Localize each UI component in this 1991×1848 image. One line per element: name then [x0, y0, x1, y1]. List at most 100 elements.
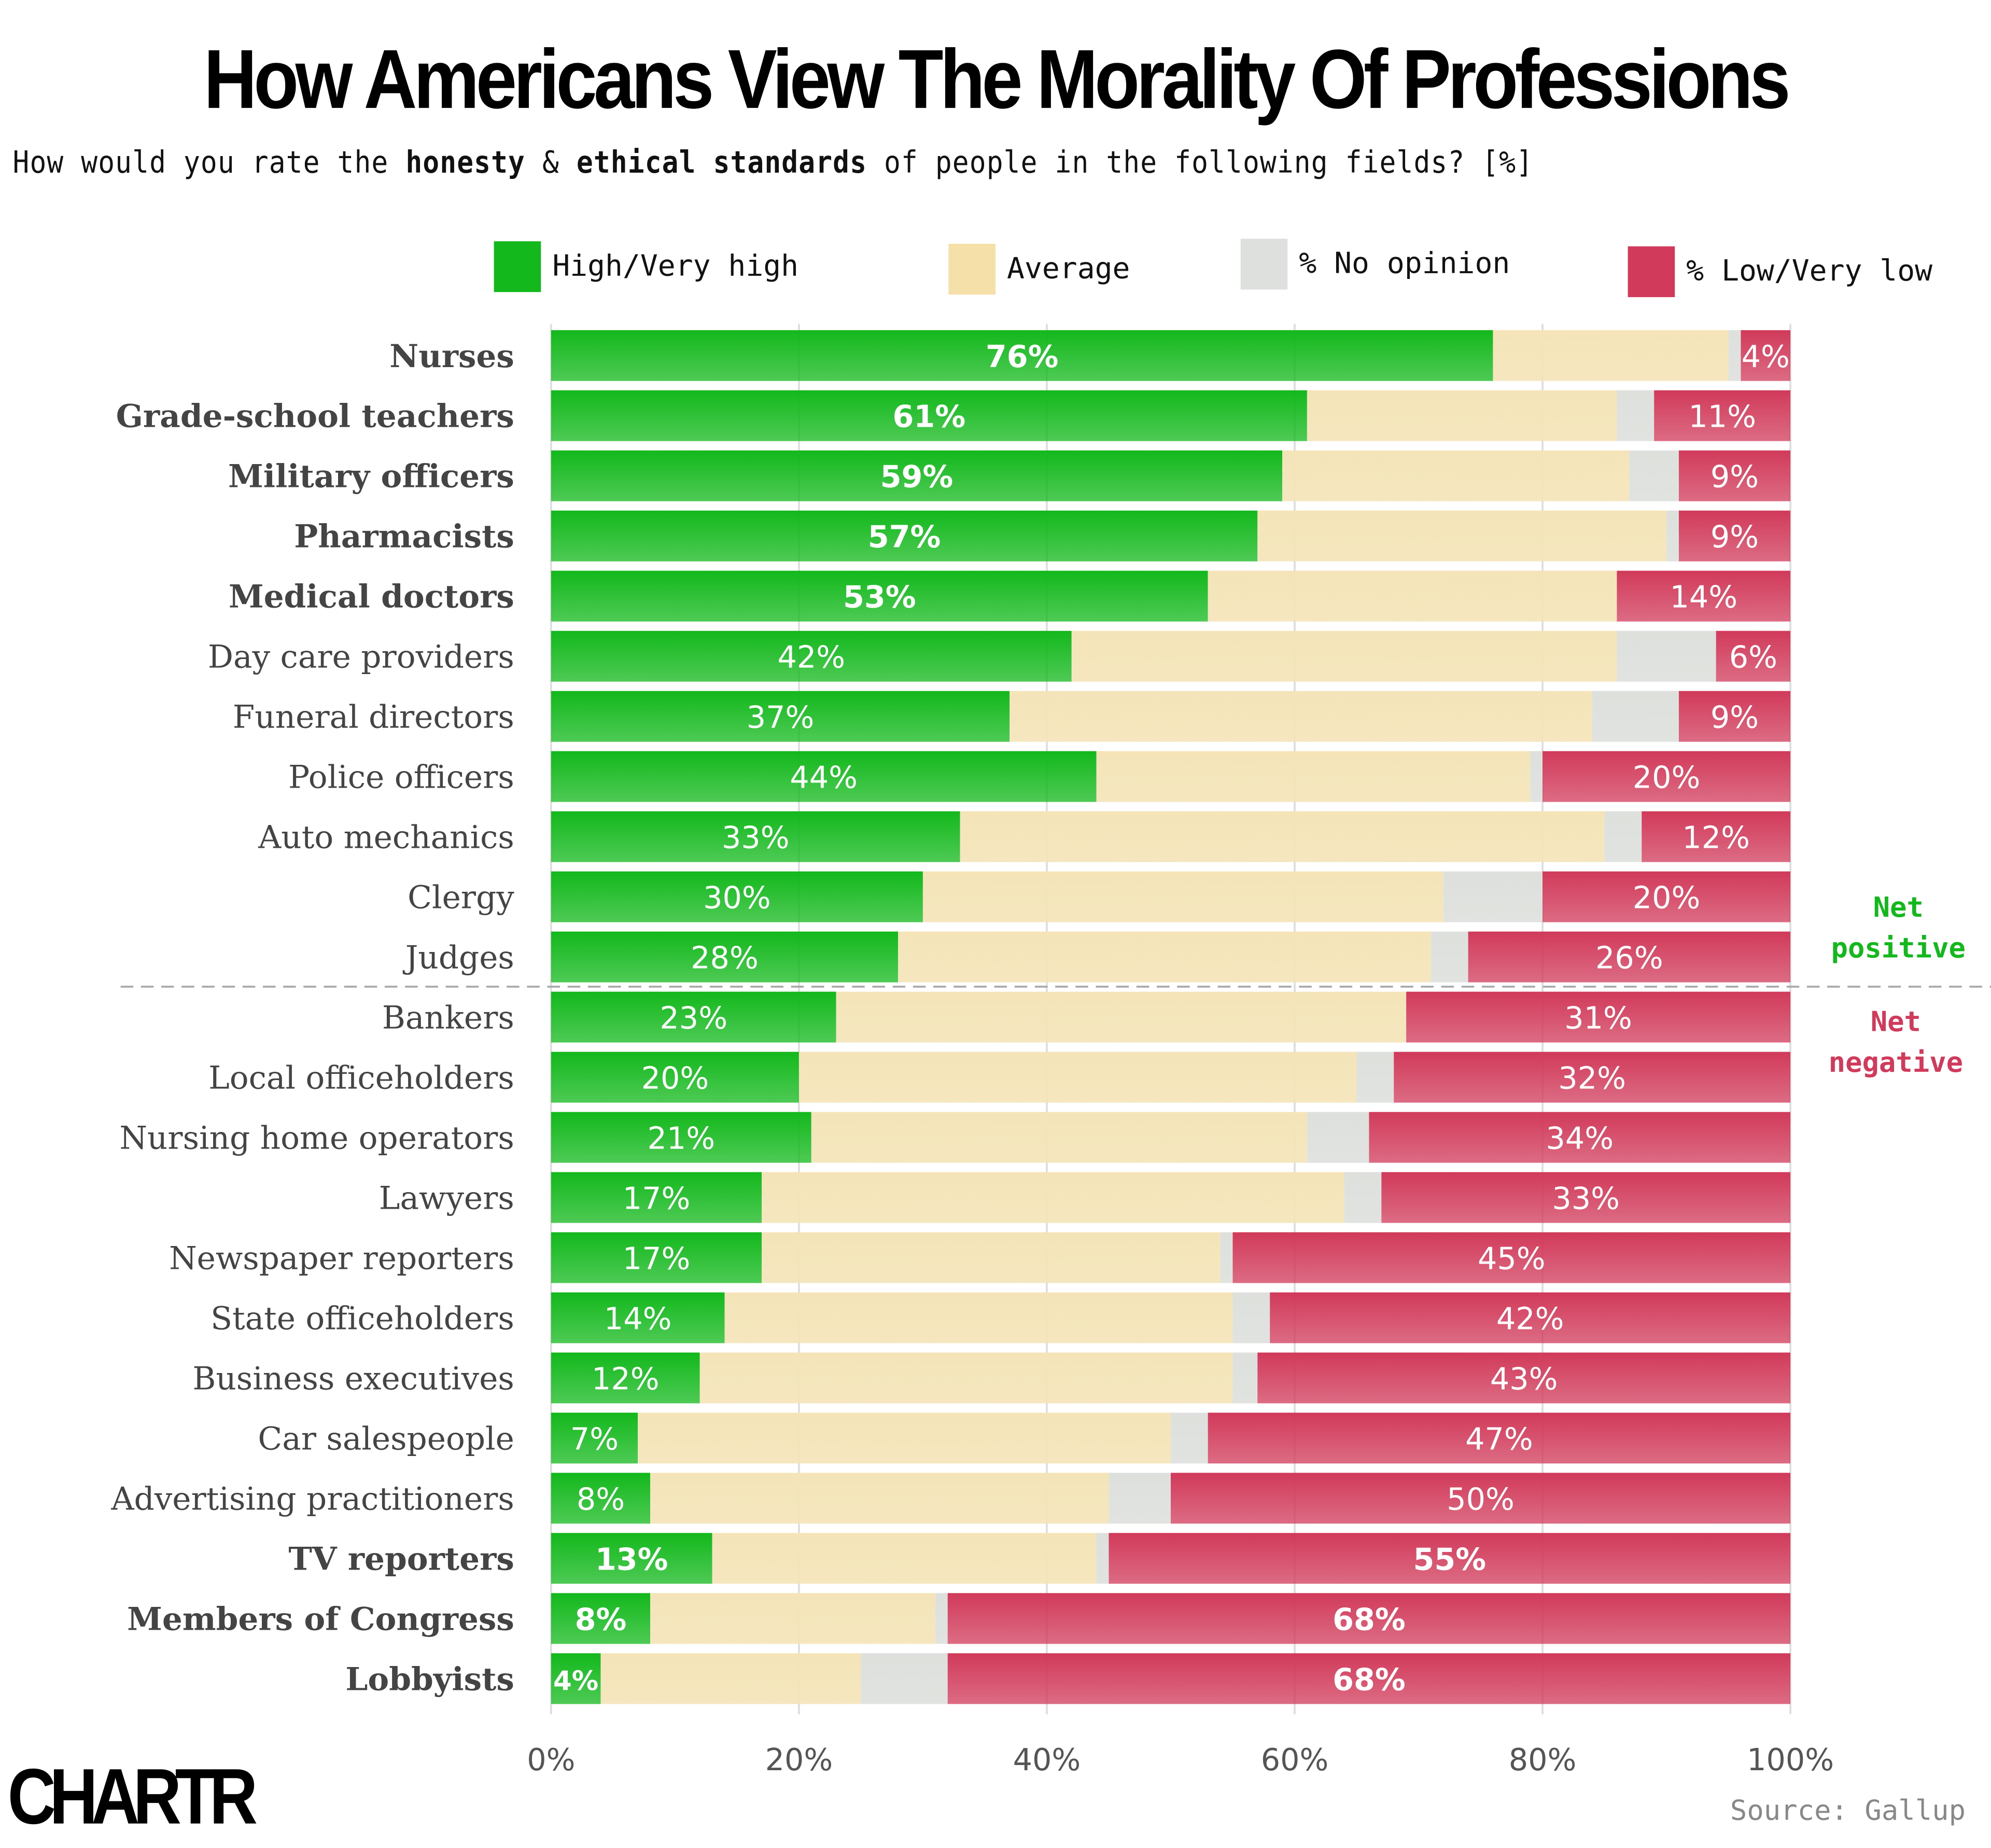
data-label-high: 13%: [595, 1541, 668, 1577]
bar-segment-low: [1678, 450, 1791, 501]
bar-segment-high: [551, 931, 899, 983]
bar-segment-no-opinion: [1592, 691, 1679, 742]
legend-no-opinion: % No opinion: [1240, 239, 1510, 290]
bar-segment-high: [551, 570, 1208, 622]
chartr-logo: CHARTR: [7, 1754, 258, 1842]
category-label: Medical doctors: [229, 579, 514, 615]
bar-segment-low: [1109, 1533, 1791, 1584]
data-label-high: 61%: [893, 399, 966, 435]
bar-segment-low: [947, 1653, 1791, 1704]
bar-segment-no-opinion: [1443, 871, 1543, 922]
data-label-high: 44%: [790, 760, 858, 795]
data-label-low: 45%: [1478, 1241, 1546, 1277]
legend-high: High/Very high: [494, 241, 798, 292]
bar-segment-average: [600, 1653, 861, 1704]
bar-segment-low: [1208, 1412, 1791, 1464]
bar-segment-low: [1170, 1473, 1791, 1524]
chart-title: How Americans View The Morality Of Profe…: [204, 32, 1790, 126]
bar-segment-average: [798, 1052, 1357, 1103]
category-label: Grade-school teachers: [116, 398, 514, 435]
bar-segment-low: [1369, 1112, 1791, 1163]
bar-segment-high: [551, 1473, 651, 1524]
bar-segment-high: [551, 991, 836, 1043]
bar-segment-low: [1617, 570, 1791, 622]
data-label-high: 57%: [868, 519, 941, 555]
subtitle-text: &: [525, 145, 577, 180]
data-label-high: 42%: [778, 639, 846, 675]
category-label: Judges: [402, 940, 514, 976]
data-label-low: 55%: [1413, 1541, 1486, 1577]
category-label: Clergy: [408, 879, 514, 916]
data-label-low: 43%: [1490, 1361, 1558, 1396]
data-label-high: 33%: [722, 820, 790, 856]
bar-segment-low: [1716, 631, 1791, 682]
bar-segment-average: [1208, 570, 1617, 622]
category-label: Auto mechanics: [258, 819, 514, 856]
data-label-high: 4%: [553, 1665, 598, 1697]
bar-segment-no-opinion: [1617, 390, 1655, 441]
bar-segment-no-opinion: [1232, 1292, 1270, 1343]
bar-segment-average: [960, 811, 1605, 862]
data-label-high: 17%: [623, 1241, 691, 1277]
bar-segment-high: [551, 751, 1097, 802]
data-label-high: 8%: [577, 1481, 625, 1517]
bar-segment-low: [1741, 330, 1791, 381]
data-label-low: 34%: [1546, 1121, 1614, 1156]
bar-segment-low: [1270, 1292, 1791, 1343]
legend-swatch-low: [1628, 246, 1675, 298]
bar-segment-high: [551, 1172, 762, 1223]
bar-segment-average: [836, 991, 1407, 1043]
category-label: Lawyers: [379, 1180, 514, 1217]
data-label-high: 59%: [880, 459, 954, 495]
bar-segment-high: [551, 871, 923, 922]
net-negative-label: negative: [1829, 1046, 1963, 1079]
bar-segment-high: [551, 811, 960, 862]
bar-segment-average: [762, 1232, 1221, 1283]
bar-segment-high: [551, 1412, 638, 1464]
bar-segment-high: [551, 1352, 700, 1404]
data-label-high: 7%: [570, 1421, 619, 1457]
bar-segment-high: [551, 1533, 712, 1584]
data-label-high: 17%: [623, 1181, 691, 1216]
bar-segment-average: [1257, 510, 1667, 562]
data-label-low: 9%: [1710, 459, 1759, 495]
bar-segment-average: [712, 1533, 1097, 1584]
bar-segment-no-opinion: [1170, 1412, 1208, 1464]
category-label: Pharmacists: [294, 519, 514, 555]
bar-segment-average: [898, 931, 1431, 983]
category-label: Military officers: [228, 458, 514, 495]
x-tick-label: 80%: [1509, 1742, 1577, 1777]
legend-swatch-average: [948, 244, 996, 295]
category-label: State officeholders: [211, 1300, 514, 1337]
bar-segment-average: [1307, 390, 1617, 441]
data-label-high: 30%: [703, 880, 771, 916]
bar-segment-no-opinion: [1604, 811, 1642, 862]
category-label: Day care providers: [208, 639, 514, 676]
bar-segment-high: [551, 1112, 811, 1163]
bar-segment-low: [1642, 811, 1791, 862]
data-label-high: 20%: [641, 1060, 709, 1096]
bar-segment-low: [1654, 390, 1791, 441]
bar-segment-average: [922, 871, 1443, 922]
bar-segment-no-opinion: [935, 1593, 948, 1644]
bar-segment-high: [551, 330, 1493, 381]
data-label-high: 23%: [660, 1000, 727, 1036]
data-label-low: 42%: [1496, 1301, 1564, 1337]
category-label: TV reporters: [288, 1541, 514, 1577]
x-tick-label: 60%: [1261, 1742, 1329, 1777]
data-label-high: 37%: [747, 699, 815, 735]
bar-segment-no-opinion: [1344, 1172, 1382, 1223]
x-tick-label: 0%: [527, 1742, 575, 1777]
legend-label: % No opinion: [1299, 247, 1510, 281]
data-label-low: 26%: [1595, 940, 1663, 976]
bar-segment-high: [551, 1653, 601, 1704]
bar-segment-high: [551, 1292, 725, 1343]
bar-segment-average: [1009, 691, 1592, 742]
bar-segment-average: [724, 1292, 1233, 1343]
bar-segment-average: [811, 1112, 1307, 1163]
data-label-high: 12%: [592, 1361, 660, 1396]
data-label-high: 14%: [604, 1301, 672, 1337]
data-label-low: 33%: [1552, 1181, 1620, 1216]
